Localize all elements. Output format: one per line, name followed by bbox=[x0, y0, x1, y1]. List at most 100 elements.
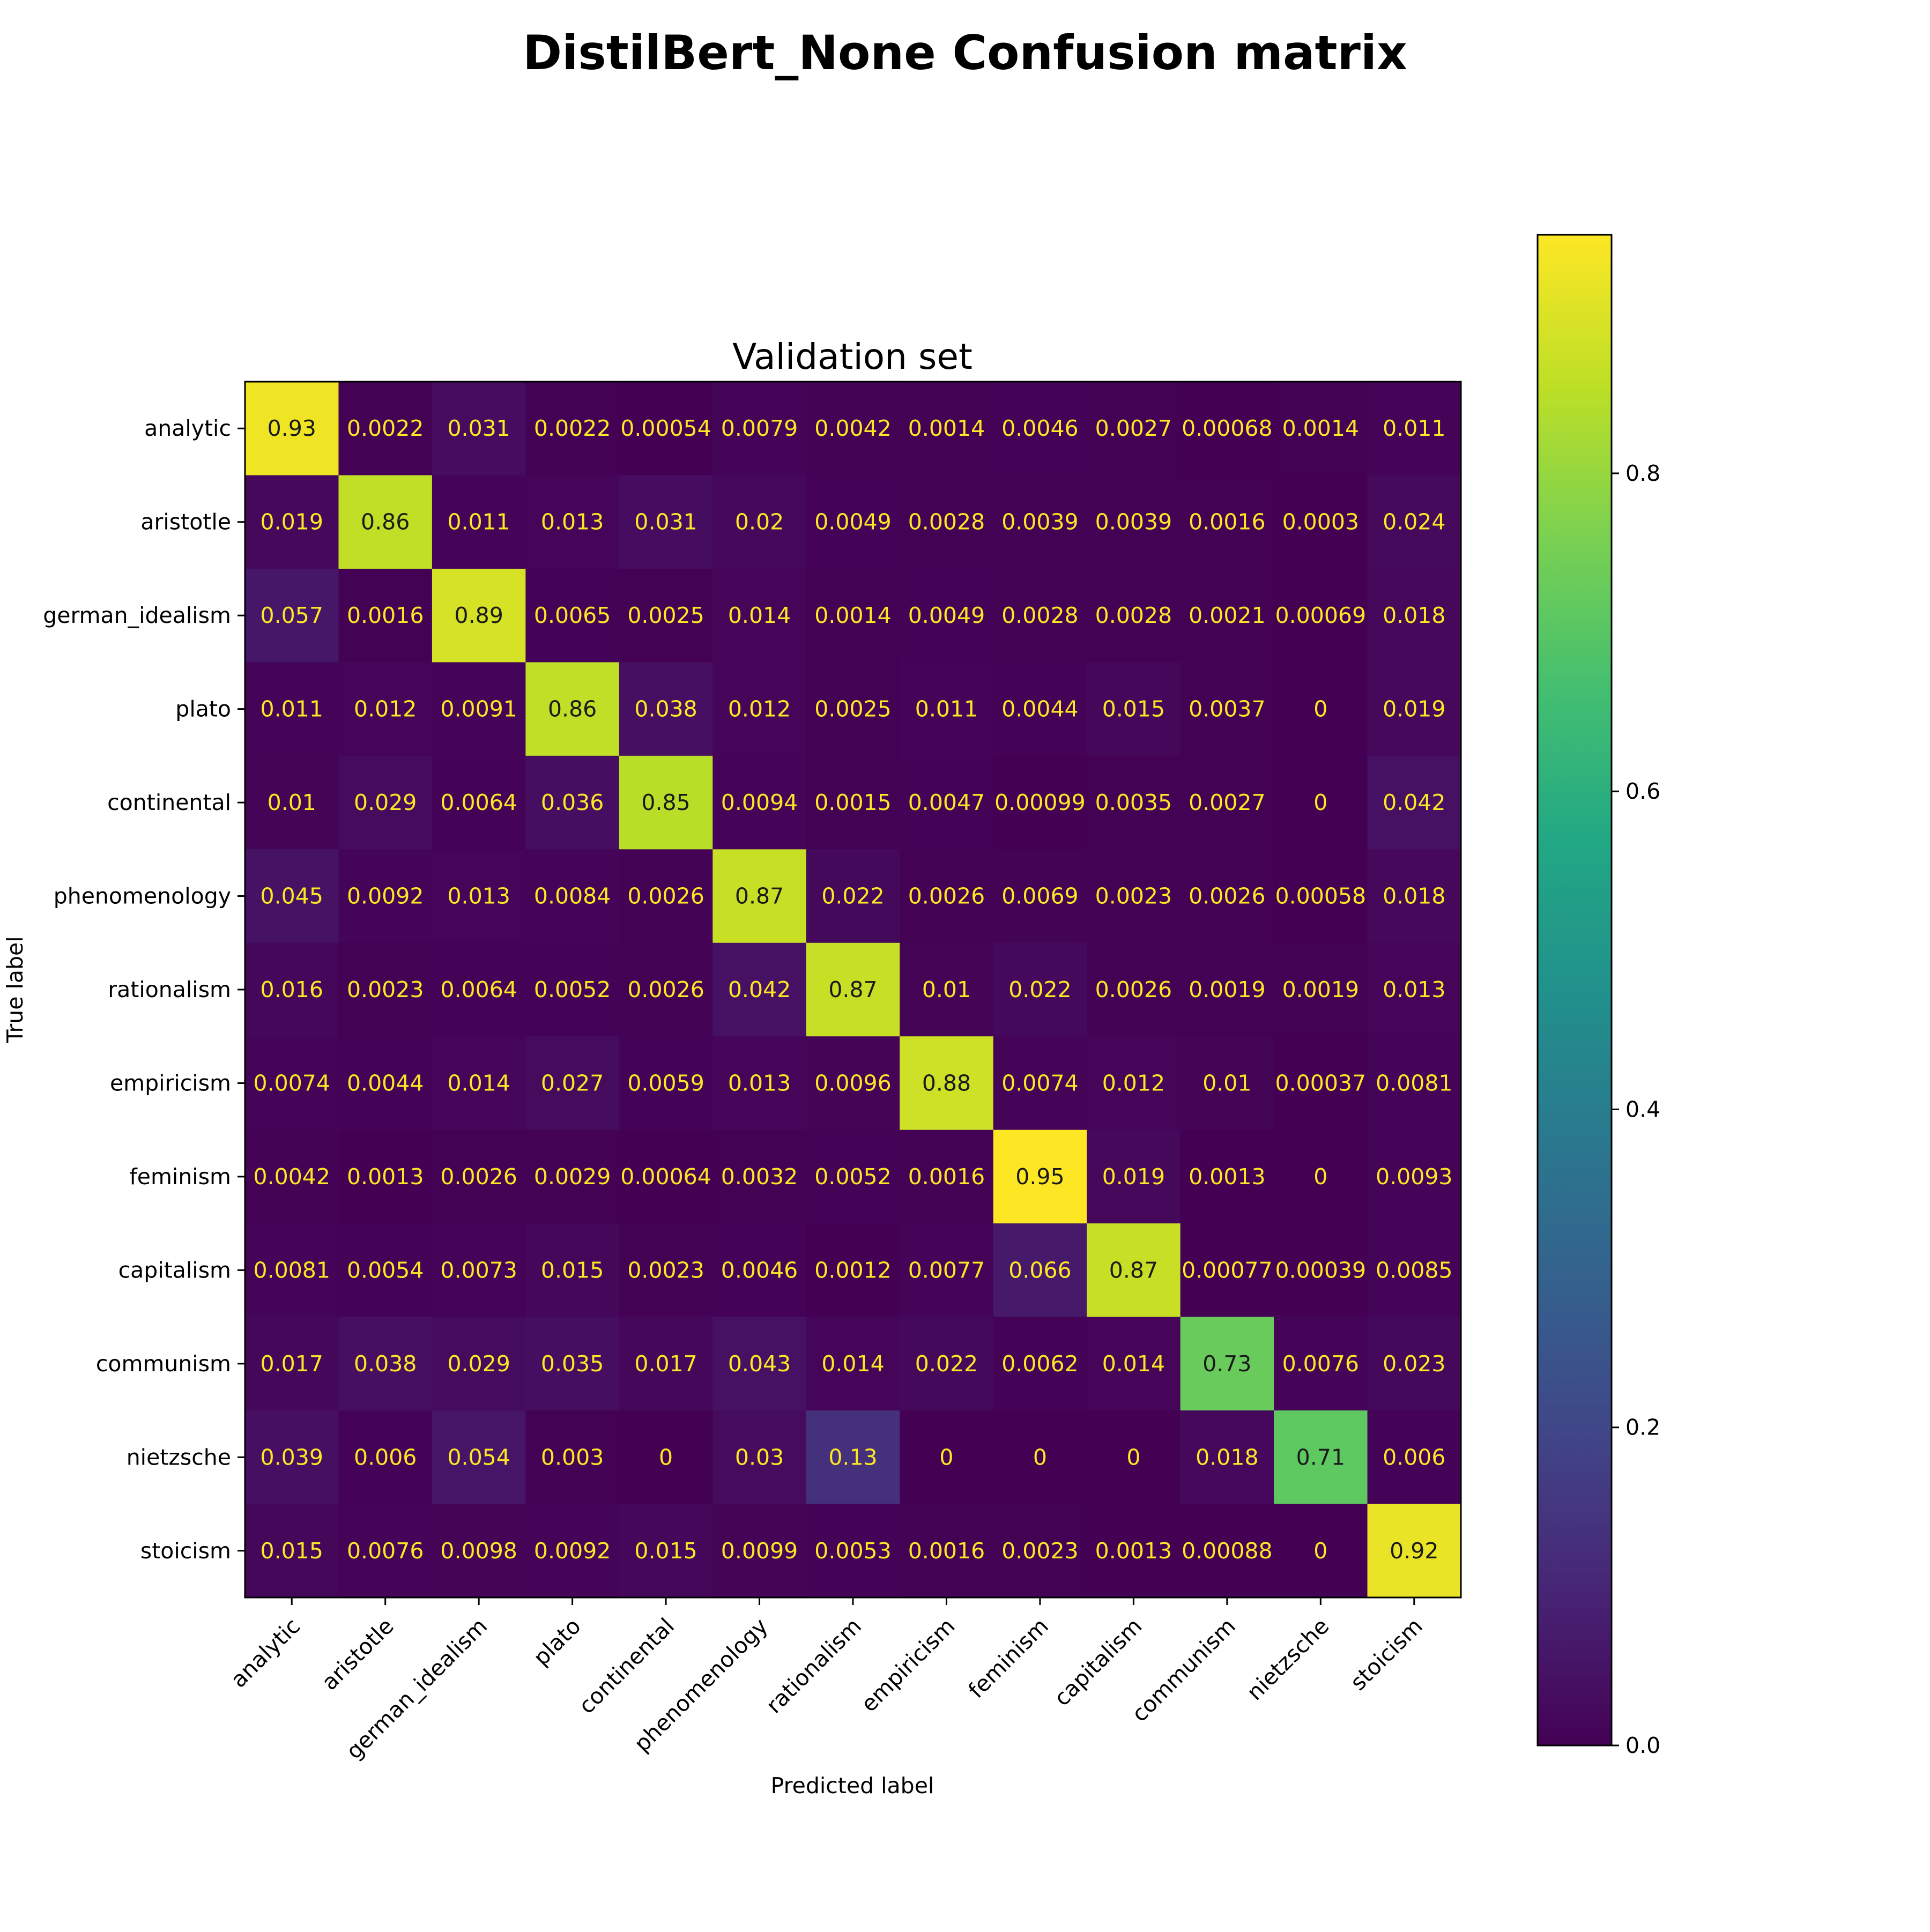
heatmap-cell bbox=[245, 1410, 339, 1505]
cell-value-label: 0.01 bbox=[268, 790, 316, 815]
heatmap-cell bbox=[993, 942, 1087, 1037]
colorbar-tick-label: 0.0 bbox=[1625, 1733, 1660, 1758]
heatmap-cell bbox=[993, 1223, 1087, 1318]
heatmap-cell bbox=[245, 1317, 339, 1411]
heatmap-cell bbox=[619, 849, 713, 943]
heatmap-cell bbox=[806, 1130, 900, 1224]
heatmap-cell bbox=[338, 942, 433, 1037]
heatmap-cell bbox=[525, 1223, 620, 1318]
heatmap-cell bbox=[1180, 942, 1274, 1037]
cell-value-label: 0.012 bbox=[1102, 1070, 1165, 1096]
cell-value-label: 0.015 bbox=[541, 1257, 604, 1283]
y-tick-label: analytic bbox=[144, 415, 231, 441]
cell-value-label: 0.0022 bbox=[347, 415, 424, 441]
heatmap-cell bbox=[712, 755, 807, 850]
heatmap-cell bbox=[619, 475, 713, 569]
cell-value-label: 0.011 bbox=[1383, 415, 1445, 441]
y-tick-label: german_idealism bbox=[43, 603, 231, 628]
heatmap-cell bbox=[806, 942, 900, 1037]
cell-value-label: 0.0013 bbox=[1095, 1538, 1172, 1564]
y-tick-label: feminism bbox=[129, 1164, 231, 1190]
cell-value-label: 0.0065 bbox=[534, 603, 611, 628]
cell-value-label: 0.018 bbox=[1383, 603, 1445, 628]
heatmap-cell bbox=[338, 568, 433, 663]
heatmap-cell bbox=[900, 1036, 994, 1131]
heatmap-cell bbox=[806, 1504, 900, 1598]
heatmap-cell bbox=[712, 382, 807, 476]
heatmap-cell bbox=[619, 1410, 713, 1505]
heatmap-cell bbox=[245, 1223, 339, 1318]
heatmap-cell bbox=[619, 1504, 713, 1598]
heatmap-cell bbox=[806, 849, 900, 943]
cell-value-label: 0.038 bbox=[634, 696, 697, 722]
heatmap-cell bbox=[712, 475, 807, 569]
cell-value-label: 0.0023 bbox=[627, 1257, 704, 1283]
heatmap-cell bbox=[900, 568, 994, 663]
heatmap-cell bbox=[993, 1036, 1087, 1131]
cell-value-label: 0.0025 bbox=[814, 696, 891, 722]
heatmap-cell bbox=[1087, 849, 1181, 943]
cell-value-label: 0.012 bbox=[728, 696, 791, 722]
heatmap-cell bbox=[432, 1223, 526, 1318]
cell-value-label: 0.013 bbox=[447, 883, 510, 909]
heatmap-cell bbox=[1180, 1036, 1274, 1131]
cell-value-label: 0.0049 bbox=[814, 509, 891, 535]
cell-value-label: 0.0022 bbox=[534, 415, 611, 441]
cell-value-label: 0 bbox=[1313, 790, 1327, 815]
heatmap-cell bbox=[432, 382, 526, 476]
cell-value-label: 0.013 bbox=[728, 1070, 791, 1096]
cell-value-label: 0.0076 bbox=[347, 1538, 424, 1564]
cell-value-label: 0.71 bbox=[1296, 1444, 1345, 1470]
cell-value-label: 0.0052 bbox=[814, 1164, 891, 1190]
heatmap-value-labels: 0.93 0.0022 0.031 0.0022 0.00054 0.0079 0.0042… bbox=[253, 415, 1452, 1564]
cell-value-label: 0.0013 bbox=[347, 1164, 424, 1190]
cell-value-label: 0.054 bbox=[447, 1444, 510, 1470]
heatmap-cell bbox=[1367, 1130, 1461, 1224]
cell-value-label: 0.045 bbox=[261, 883, 323, 909]
cell-value-label: 0.0046 bbox=[721, 1257, 798, 1283]
heatmap-cell bbox=[993, 1130, 1087, 1224]
cell-value-label: 0.00064 bbox=[620, 1164, 711, 1190]
heatmap-cell bbox=[1180, 1223, 1274, 1318]
heatmap-cell bbox=[712, 1504, 807, 1598]
cell-value-label: 0.0077 bbox=[908, 1257, 985, 1283]
cell-value-label: 0.0064 bbox=[440, 790, 517, 815]
cell-value-label: 0.00077 bbox=[1182, 1257, 1273, 1283]
heatmap-cell bbox=[806, 755, 900, 850]
colorbar-tick-label: 0.8 bbox=[1625, 460, 1660, 486]
cell-value-label: 0.029 bbox=[354, 790, 417, 815]
heatmap-cell bbox=[1087, 1410, 1181, 1505]
heatmap-cell bbox=[1180, 1504, 1274, 1598]
heatmap-cell bbox=[619, 568, 713, 663]
cell-value-label: 0.0012 bbox=[814, 1257, 891, 1283]
heatmap-cell bbox=[245, 755, 339, 850]
heatmap-cell bbox=[525, 1036, 620, 1131]
x-tick-label: rationalism bbox=[761, 1613, 866, 1718]
cell-value-label: 0.0091 bbox=[440, 696, 517, 722]
cell-value-label: 0.0076 bbox=[1282, 1351, 1359, 1377]
cell-value-label: 0.0029 bbox=[534, 1164, 611, 1190]
heatmap-cell bbox=[432, 1130, 526, 1224]
heatmap-cell bbox=[1367, 1504, 1461, 1598]
heatmap-cell bbox=[712, 568, 807, 663]
cell-value-label: 0.019 bbox=[1102, 1164, 1165, 1190]
heatmap-cell bbox=[338, 1223, 433, 1318]
cell-value-label: 0.0026 bbox=[440, 1164, 517, 1190]
cell-value-label: 0.0027 bbox=[1095, 415, 1172, 441]
x-tick-label: empiricism bbox=[856, 1613, 960, 1717]
cell-value-label: 0.0032 bbox=[721, 1164, 798, 1190]
cell-value-label: 0.00099 bbox=[994, 790, 1086, 815]
cell-value-label: 0.0074 bbox=[1001, 1070, 1078, 1096]
cell-value-label: 0.0069 bbox=[1001, 883, 1078, 909]
cell-value-label: 0.039 bbox=[261, 1444, 323, 1470]
cell-value-label: 0.0026 bbox=[627, 977, 704, 1002]
cell-value-label: 0.0059 bbox=[627, 1070, 704, 1096]
cell-value-label: 0.013 bbox=[1383, 977, 1445, 1002]
heatmap-cell bbox=[245, 849, 339, 943]
heatmap-cell bbox=[432, 1036, 526, 1131]
y-tick-label: aristotle bbox=[140, 509, 231, 535]
heatmap-cell bbox=[993, 1317, 1087, 1411]
heatmap-cell bbox=[993, 662, 1087, 756]
